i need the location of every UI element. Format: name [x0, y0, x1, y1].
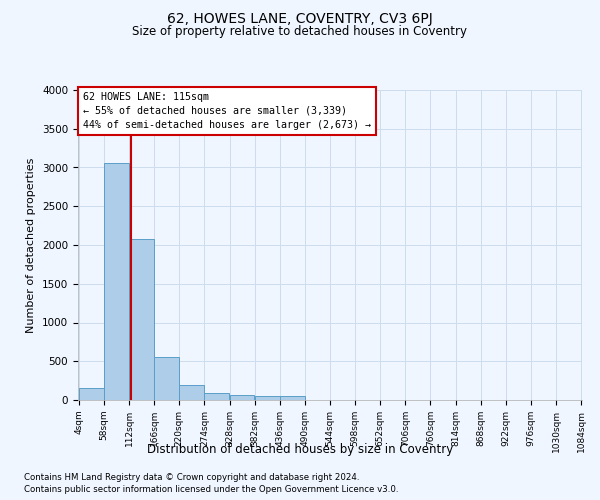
- Bar: [154, 357, 179, 400]
- Bar: [104, 163, 129, 400]
- Bar: [230, 396, 254, 400]
- Bar: [205, 393, 229, 400]
- Text: Contains HM Land Registry data © Crown copyright and database right 2024.: Contains HM Land Registry data © Crown c…: [24, 472, 359, 482]
- Text: 62 HOWES LANE: 115sqm
← 55% of detached houses are smaller (3,339)
44% of semi-d: 62 HOWES LANE: 115sqm ← 55% of detached …: [83, 92, 371, 130]
- Bar: [280, 396, 305, 400]
- Bar: [79, 388, 104, 400]
- Bar: [254, 396, 280, 400]
- Bar: [179, 384, 204, 400]
- Text: 62, HOWES LANE, COVENTRY, CV3 6PJ: 62, HOWES LANE, COVENTRY, CV3 6PJ: [167, 12, 433, 26]
- Y-axis label: Number of detached properties: Number of detached properties: [26, 158, 37, 332]
- Text: Distribution of detached houses by size in Coventry: Distribution of detached houses by size …: [147, 442, 453, 456]
- Text: Contains public sector information licensed under the Open Government Licence v3: Contains public sector information licen…: [24, 485, 398, 494]
- Bar: [129, 239, 154, 400]
- Text: Size of property relative to detached houses in Coventry: Size of property relative to detached ho…: [133, 25, 467, 38]
